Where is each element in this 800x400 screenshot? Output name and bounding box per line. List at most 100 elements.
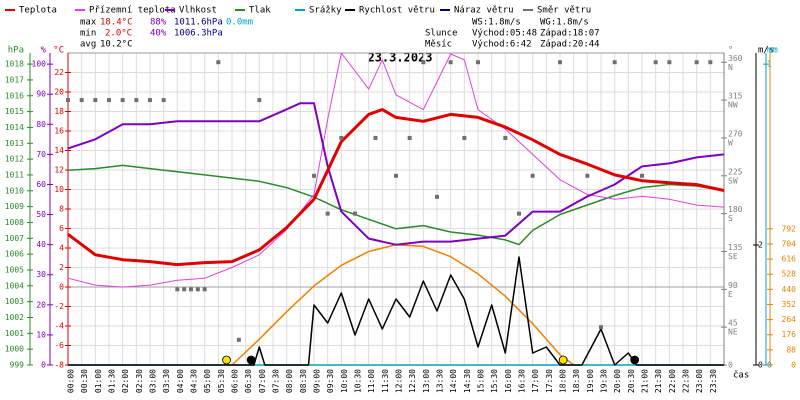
moon-marker — [246, 355, 256, 365]
sun-set: Západ:18:07 — [540, 29, 600, 39]
wind-direction-point — [182, 287, 187, 292]
x-tick-label: 04:00 — [176, 369, 185, 393]
y-tick-label: 1006 — [5, 250, 24, 259]
legend-label: Přízemní teplota — [89, 6, 176, 16]
y-tick-label: W — [728, 138, 733, 147]
y-tick-label: SE — [728, 252, 738, 261]
y-tick-label: 1012 — [5, 155, 24, 164]
x-tick-label: 10:00 — [340, 369, 349, 393]
wind-direction-point — [373, 135, 378, 140]
x-tick-label: 00:00 — [67, 369, 76, 393]
y-tick-label: -8 — [54, 361, 64, 370]
y-tick-label: 14 — [54, 146, 64, 155]
y-tick-label: 1016 — [5, 91, 24, 100]
x-tick-label: 01:30 — [108, 369, 117, 393]
y-tick-label: 352 — [782, 300, 797, 309]
stat-label: max — [80, 18, 97, 28]
y-tick-label: 264 — [782, 315, 797, 324]
y-tick-label: 0 — [41, 361, 46, 370]
sun-rise: Východ:05:48 — [472, 29, 537, 39]
y-tick-label: 2 — [59, 263, 64, 272]
legend-label: Rychlost větru — [359, 6, 435, 16]
y-tick-label: 1018 — [5, 60, 24, 69]
x-axis-label: čas — [733, 370, 749, 381]
wind-direction-point — [517, 211, 521, 216]
y-tick-label: 135 — [728, 243, 743, 252]
wind-direction-point — [599, 325, 603, 330]
legend-label: Náraz větru — [454, 6, 514, 16]
x-tick-label: 19:00 — [586, 369, 595, 393]
x-tick-label: 23:30 — [709, 369, 718, 393]
y-tick-label: 80 — [36, 120, 46, 129]
chart-title: 23.3.2023 — [367, 51, 432, 65]
wind-direction-point — [667, 60, 672, 65]
legend-label: Tlak — [249, 6, 271, 16]
wind-direction-point — [189, 287, 193, 292]
y-tick-label: 60 — [36, 180, 46, 189]
y-tick-label: 360 — [728, 54, 743, 63]
wind-direction-point — [120, 98, 125, 103]
y-tick-label: 315 — [728, 92, 743, 101]
x-tick-label: 14:00 — [449, 369, 458, 393]
wind-stat: WG:1.8m/s — [540, 18, 589, 28]
moon-set: Západ:20:44 — [540, 40, 600, 50]
x-tick-label: 00:30 — [80, 369, 89, 393]
x-tick-label: 15:00 — [477, 369, 486, 393]
x-tick-label: 21:00 — [641, 369, 650, 393]
y-tick-label: 1004 — [5, 281, 24, 290]
stat: 10.2°C — [100, 40, 133, 50]
y-tick-label: 270 — [728, 129, 743, 138]
y-tick-label: -6 — [54, 341, 64, 350]
wind-direction-point — [708, 60, 713, 65]
wind-direction-point — [448, 60, 453, 65]
x-tick-label: 05:00 — [203, 369, 212, 393]
axis-unit: m/s — [758, 46, 774, 56]
wind-direction-point — [476, 60, 480, 65]
wind-direction-point — [407, 135, 412, 140]
y-tick-label: 1009 — [5, 202, 24, 211]
x-tick-label: 17:00 — [531, 369, 540, 393]
y-tick-label: 70 — [36, 150, 46, 159]
stat: 88% — [150, 18, 167, 28]
x-tick-label: 20:00 — [613, 369, 622, 393]
y-tick-label: 1002 — [5, 313, 24, 322]
x-tick-label: 06:00 — [231, 369, 240, 393]
y-tick-label: 1010 — [5, 186, 24, 195]
y-tick-label: S — [728, 214, 733, 223]
wind-direction-point — [66, 98, 70, 103]
legend-label: Vlhkost — [179, 6, 217, 16]
x-tick-label: 17:30 — [545, 369, 554, 393]
y-tick-label: 0 — [791, 361, 796, 370]
axis-unit: °C — [53, 46, 64, 56]
y-tick-label: 10 — [54, 185, 64, 194]
y-tick-label: 1015 — [5, 107, 24, 116]
x-tick-label: 07:30 — [272, 369, 281, 393]
series-line — [231, 243, 575, 366]
y-tick-label: 90 — [36, 90, 46, 99]
x-tick-label: 05:30 — [217, 369, 226, 393]
y-tick-label: 1017 — [5, 75, 24, 84]
series-line — [67, 164, 725, 246]
sun-label: Slunce — [425, 29, 458, 39]
y-tick-label: 1011 — [5, 170, 24, 179]
y-tick-label: 8 — [59, 205, 64, 214]
y-tick-label: 999 — [10, 361, 25, 370]
x-tick-label: 22:00 — [668, 369, 677, 393]
wind-direction-point — [653, 60, 658, 65]
y-tick-label: 1008 — [5, 218, 24, 227]
y-tick-label: 12 — [54, 166, 64, 175]
wind-direction-point — [435, 194, 439, 199]
wind-direction-point — [339, 135, 344, 140]
x-tick-label: 22:30 — [682, 369, 691, 393]
stat: 18.4°C — [100, 18, 133, 28]
y-tick-label: 40 — [36, 240, 46, 249]
wind-direction-point — [79, 98, 84, 103]
wind-direction-point — [325, 211, 330, 216]
y-tick-label: 20 — [36, 300, 46, 309]
legend-label: Směr větru — [537, 6, 591, 16]
y-tick-label: 528 — [782, 270, 797, 279]
y-tick-label: 0 — [758, 361, 763, 370]
wind-direction-point — [107, 98, 111, 103]
y-tick-label: 4 — [59, 244, 64, 253]
